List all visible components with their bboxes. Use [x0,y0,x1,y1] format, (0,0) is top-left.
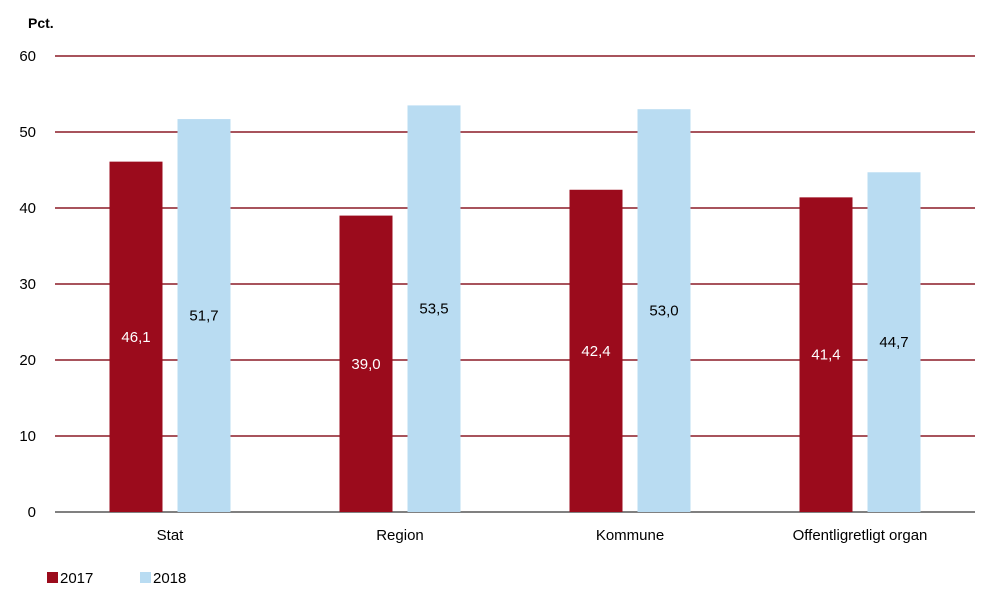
legend: 2017 2018 [47,570,186,587]
y-tick-label: 20 [19,352,36,369]
y-axis-unit-label: Pct. [28,15,54,31]
legend-label-2017: 2017 [60,570,93,587]
x-axis-categories: Stat Region Kommune Offentligretligt organ [157,527,928,544]
category-label: Offentligretligt organ [793,527,928,544]
bar-2018-region [407,105,461,513]
category-label: Kommune [596,527,664,544]
y-tick-label: 0 [28,504,36,521]
bars [109,105,921,513]
bar-2018-stat [177,119,231,512]
data-label: 44,7 [879,334,908,351]
y-axis-ticks: 0 10 20 30 40 50 60 [19,48,36,521]
y-tick-label: 40 [19,200,36,217]
data-label: 51,7 [189,308,218,325]
bar-2017-kommune [569,189,623,512]
data-labels: 46,1 51,7 39,0 53,5 42,4 53,0 41,4 44,7 [121,301,908,373]
bar-2018-offentligretligt-organ [867,172,921,512]
y-tick-label: 30 [19,276,36,293]
bar-2017-offentligretligt-organ [799,197,853,513]
legend-label-2018: 2018 [153,570,186,587]
y-tick-label: 60 [19,48,36,65]
y-tick-label: 50 [19,124,36,141]
data-label: 53,0 [649,303,678,320]
bar-2017-region [339,215,393,512]
legend-swatch-2017 [47,572,58,583]
y-tick-label: 10 [19,428,36,445]
category-label: Stat [157,527,185,544]
category-label: Region [376,527,424,544]
data-label: 53,5 [419,301,448,318]
data-label: 46,1 [121,329,150,346]
data-label: 41,4 [811,347,840,364]
bar-2018-kommune [637,109,691,512]
bar-2017-stat [109,161,163,512]
data-label: 39,0 [351,356,380,373]
data-label: 42,4 [581,343,610,360]
legend-swatch-2018 [140,572,151,583]
